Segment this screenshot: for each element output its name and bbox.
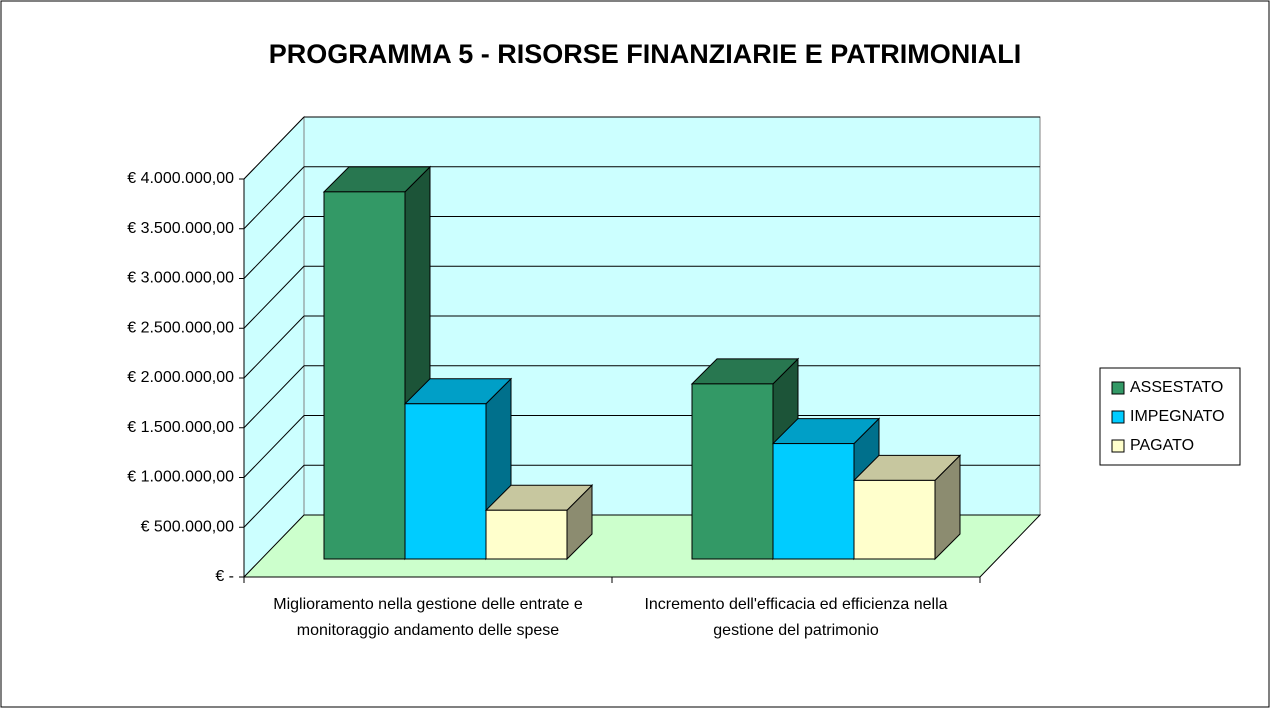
- y-tick-label: € 3.000.000,00: [127, 270, 234, 287]
- grid-line: [243, 116, 305, 180]
- legend-label: IMPEGNATO: [1130, 408, 1225, 425]
- legend-swatch: [1111, 410, 1125, 424]
- grid-line: [243, 415, 305, 478]
- y-tick-label: € 2.000.000,00: [127, 369, 234, 386]
- y-tick-label: € 4.000.000,00: [127, 170, 234, 187]
- legend-swatch: [1111, 439, 1125, 453]
- y-tick-label: € 2.500.000,00: [127, 319, 234, 336]
- x-tick-label: Miglioramento nella gestione delle entra…: [273, 596, 583, 639]
- grid-line: [243, 265, 305, 329]
- chart-title: PROGRAMMA 5 - RISORSE FINANZIARIE E PATR…: [269, 39, 1022, 69]
- grid-line: [243, 464, 305, 528]
- grid-line: [243, 166, 305, 230]
- legend-label: PAGATO: [1130, 437, 1194, 454]
- bar: [484, 484, 594, 561]
- x-tick-label: Incremento dell'efficacia ed efficienza …: [644, 596, 948, 639]
- legend-label: ASSESTATO: [1130, 379, 1223, 396]
- y-tick-label: € 3.500.000,00: [127, 220, 234, 237]
- y-tick-label: € 1.500.000,00: [127, 419, 234, 436]
- bar: [852, 454, 962, 561]
- bar-front: [485, 509, 568, 560]
- y-tick-label: € 1.000.000,00: [127, 469, 234, 486]
- grid-line: [243, 315, 305, 379]
- bar-front: [404, 403, 487, 560]
- grid-line: [243, 365, 305, 429]
- bar-front: [853, 479, 936, 560]
- legend-swatch: [1111, 381, 1125, 395]
- bar-front: [691, 383, 774, 560]
- bar: [322, 165, 432, 561]
- y-tick-label: € -: [215, 568, 234, 585]
- grid-line: [243, 216, 305, 279]
- bar-front: [772, 443, 855, 560]
- y-tick-label: € 500.000,00: [141, 518, 235, 535]
- bar-front: [323, 191, 406, 560]
